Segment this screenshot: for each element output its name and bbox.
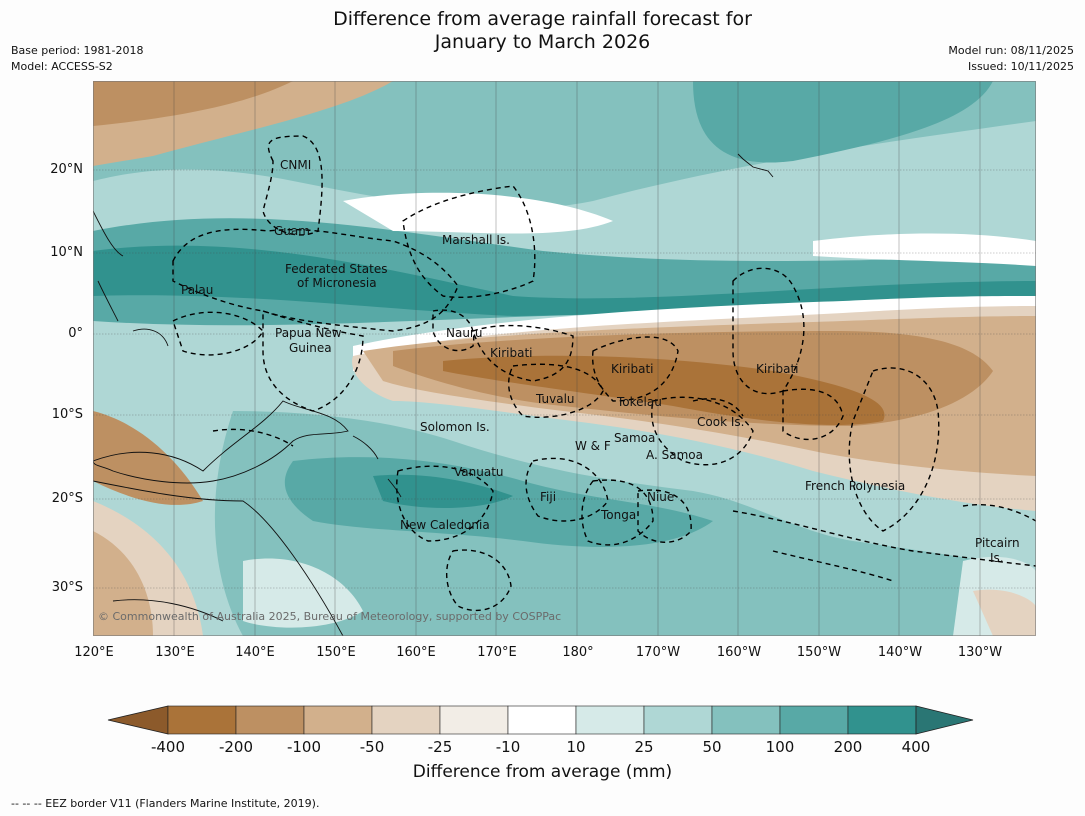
colorbar-tick-label: -200 [218, 738, 254, 756]
label-marshall-islands: Marshall Is. [442, 233, 510, 247]
copyright-notice: © Commonwealth of Australia 2025, Bureau… [98, 610, 562, 623]
lat-tick-20n: 20°N [50, 162, 83, 177]
title-line-1: Difference from average rainfall forecas… [333, 8, 752, 30]
colorbar-bin [303, 705, 373, 735]
colorbar-extend-low [107, 705, 169, 735]
label-tuvalu: Tuvalu [536, 392, 575, 406]
colorbar-bin [235, 705, 305, 735]
colorbar-bin [439, 705, 509, 735]
colorbar-tick-label: 25 [634, 738, 654, 756]
lon-tick-120e: 120°E [74, 645, 114, 660]
eez-footnote: -- -- -- EEZ border V11 (Flanders Marine… [11, 797, 320, 810]
colorbar-tick-label: -100 [286, 738, 322, 756]
lat-tick-20s: 20°S [51, 491, 83, 506]
label-png-line1: Papua New [275, 326, 342, 340]
colorbar-bin [575, 705, 645, 735]
colorbar-tick-label: 100 [765, 738, 795, 756]
label-new-caledonia: New Caledonia [400, 518, 490, 532]
lat-tick-10n: 10°N [50, 245, 83, 260]
lon-tick-180: 180° [562, 645, 594, 660]
label-wallis-futuna: W & F [575, 439, 611, 453]
colorbar-bin [643, 705, 713, 735]
lon-tick-140w: 140°W [877, 645, 923, 660]
lon-tick-130w: 130°W [957, 645, 1003, 660]
lon-tick-170e: 170°E [477, 645, 517, 660]
label-american-samoa: A. Samoa [646, 448, 703, 462]
label-solomon-islands: Solomon Is. [420, 420, 490, 434]
colorbar-bin [779, 705, 849, 735]
issued-date: Issued: 10/11/2025 [967, 60, 1074, 73]
label-tokelau: Tokelau [617, 395, 662, 409]
label-fiji: Fiji [540, 490, 557, 504]
colorbar-tick-label: -25 [427, 738, 453, 756]
lon-tick-150w: 150°W [796, 645, 842, 660]
model-run: Model run: 08/11/2025 [948, 44, 1074, 57]
colorbar-bin [371, 705, 441, 735]
colorbar-tick-label: -50 [359, 738, 385, 756]
label-samoa: Samoa [614, 431, 656, 445]
label-cook-islands: Cook Is. [697, 415, 745, 429]
label-niue: Niue [647, 490, 675, 504]
colorbar-tick-label: 50 [702, 738, 722, 756]
colorbar-bin [507, 705, 577, 735]
label-nauru: Nauru [446, 326, 483, 340]
colorbar-bin [167, 705, 237, 735]
rainfall-map [93, 81, 1036, 636]
colorbar-bin [711, 705, 781, 735]
label-french-polynesia: French Polynesia [805, 479, 906, 493]
base-period: Base period: 1981-2018 [11, 44, 144, 57]
lon-tick-160e: 160°E [396, 645, 436, 660]
label-png-line2: Guinea [289, 341, 332, 355]
colorbar-extend-high [915, 705, 974, 735]
label-pitcairn-line2: Is. [990, 551, 1004, 565]
lat-tick-0: 0° [68, 326, 83, 341]
colorbar-tick-label: 400 [901, 738, 931, 756]
colorbar-tick-label: 200 [833, 738, 863, 756]
eez-borders [172, 135, 1036, 612]
coastlines [93, 153, 774, 636]
label-kiribati-west: Kiribati [490, 346, 533, 360]
label-fsm-line2: of Micronesia [297, 276, 377, 290]
label-kiribati-east: Kiribati [756, 362, 799, 376]
colorbar-tick-label: -10 [495, 738, 521, 756]
colorbar [107, 705, 974, 735]
label-tonga: Tonga [601, 508, 637, 522]
lon-tick-130e: 130°E [155, 645, 195, 660]
label-pitcairn-line1: Pitcairn [975, 536, 1020, 550]
colorbar-tick-label: -400 [150, 738, 186, 756]
label-kiribati-central: Kiribati [611, 362, 654, 376]
lat-tick-30s: 30°S [51, 580, 83, 595]
label-palau: Palau [181, 283, 214, 297]
model-name: Model: ACCESS-S2 [11, 60, 113, 73]
label-guam: Guam [274, 224, 310, 238]
lon-tick-140e: 140°E [235, 645, 275, 660]
colorbar-title: Difference from average (mm) [412, 762, 673, 782]
colorbar-bin [847, 705, 917, 735]
title-line-2: January to March 2026 [434, 31, 651, 53]
lon-tick-150e: 150°E [316, 645, 356, 660]
lon-tick-170w: 170°W [635, 645, 681, 660]
lon-tick-160w: 160°W [716, 645, 762, 660]
label-cnmi: CNMI [280, 158, 312, 172]
colorbar-tick-label: 10 [566, 738, 586, 756]
lat-tick-10s: 10°S [51, 407, 83, 422]
label-vanuatu: Vanuatu [454, 465, 504, 479]
label-fsm-line1: Federated States [285, 262, 388, 276]
